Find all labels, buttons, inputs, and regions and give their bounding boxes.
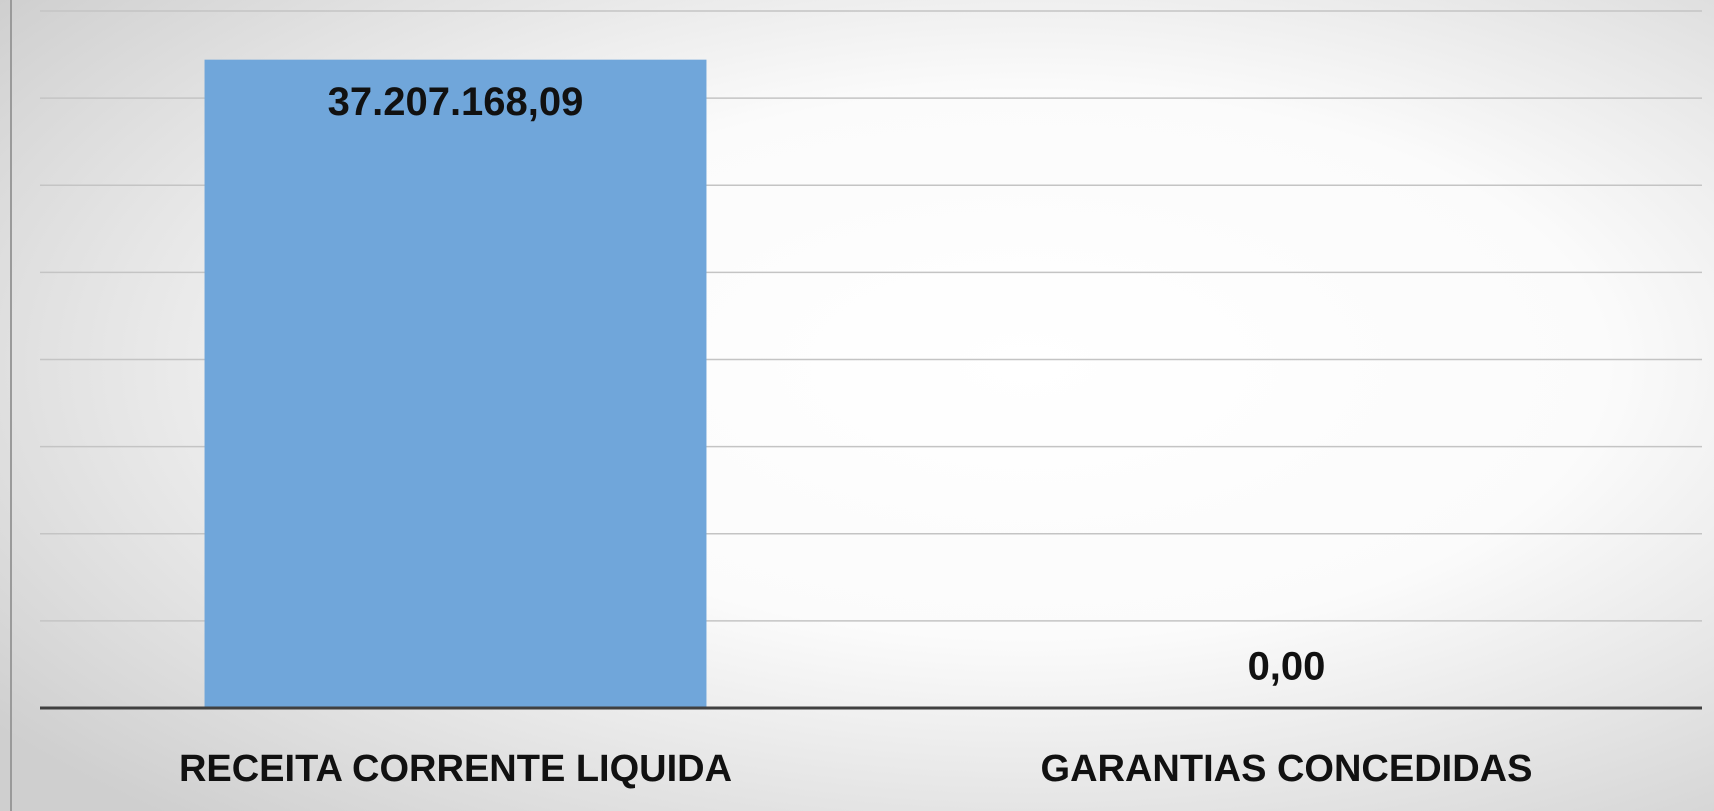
x-tick-label: GARANTIAS CONCEDIDAS [1041, 748, 1533, 790]
data-label: 37.207.168,09 [328, 80, 584, 124]
bar [204, 59, 707, 708]
data-label: 0,00 [1248, 645, 1326, 689]
x-tick-label: RECEITA CORRENTE LIQUIDA [179, 748, 732, 790]
